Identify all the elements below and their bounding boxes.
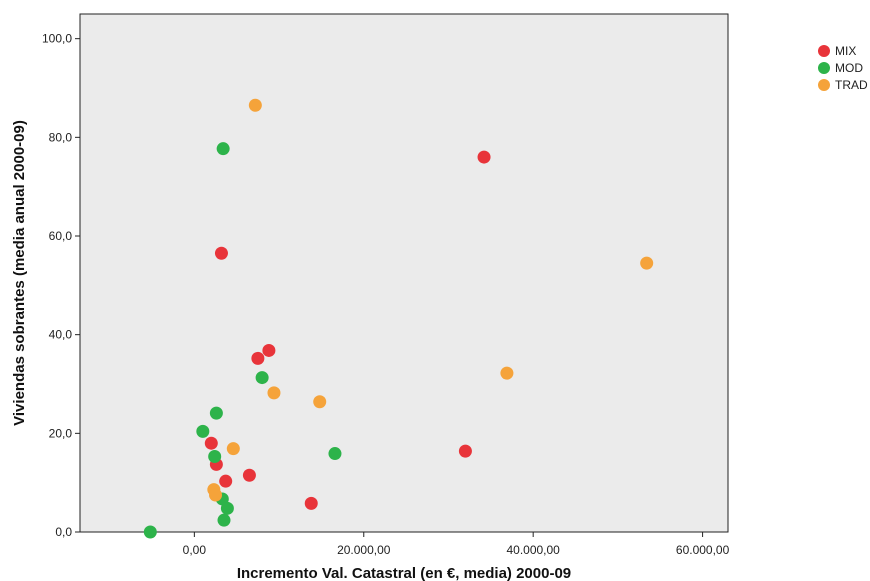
data-point-trad [640,256,654,270]
data-point-mix [251,351,265,365]
legend-label-mix: MIX [835,44,856,58]
plot-area [79,13,729,533]
legend-marker-mod [818,62,830,74]
data-point-mod [220,501,234,515]
legend: MIX MOD TRAD [818,44,868,92]
legend-label-mod: MOD [835,61,863,75]
data-point-mix [242,468,256,482]
data-point-trad [313,395,327,409]
y-tick-label: 100,0 [42,32,72,46]
data-point-trad [267,386,281,400]
data-point-mod [217,513,231,527]
data-point-mix [204,436,218,450]
legend-marker-trad [818,79,830,91]
x-tick-label: 60.000,00 [676,543,730,557]
y-axis-title: Viviendas sobrantes (media anual 2000-09… [11,120,28,426]
data-point-mod [209,406,223,420]
y-axis: 0,0 20,0 40,0 60,0 80,0 100,0 [42,32,80,539]
x-axis: 0,00 20.000,00 40.000,00 60.000,00 [183,532,730,557]
y-tick-label: 60,0 [49,229,73,243]
data-point-mix [262,343,276,357]
data-point-mix [304,496,318,510]
y-tick-label: 20,0 [49,426,73,440]
y-tick-label: 0,0 [55,525,72,539]
x-tick-label: 0,00 [183,543,207,557]
data-point-mod [143,525,157,539]
legend-marker-mix [818,45,830,57]
x-axis-title: Incremento Val. Catastral (en €, media) … [237,565,571,581]
data-point-trad [248,98,262,112]
data-points [143,98,654,539]
data-point-mod [216,142,230,156]
y-tick-label: 80,0 [49,130,73,144]
data-point-trad [500,366,514,380]
data-point-mod [208,450,222,464]
x-tick-label: 20.000,00 [337,543,391,557]
data-point-trad [226,442,240,456]
data-point-mix [214,246,228,260]
data-point-trad [209,488,223,502]
data-point-mod [328,447,342,461]
x-tick-label: 40.000,00 [506,543,560,557]
data-point-mod [196,424,210,438]
data-point-mix [477,150,491,164]
data-point-mod [255,371,269,385]
legend-label-trad: TRAD [835,78,868,92]
data-point-mix [458,444,472,458]
data-point-mix [219,474,233,488]
y-tick-label: 40,0 [49,328,73,342]
